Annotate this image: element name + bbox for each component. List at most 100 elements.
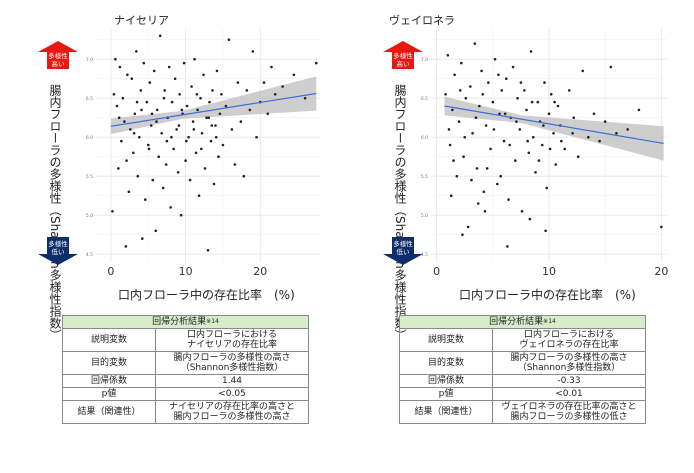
regression-table: 回帰分析結果※14 説明変数 口内フローラにおける ヴェイロネラの存在比率 目的変数腸…: [399, 315, 646, 424]
scatter-plot: 4.5 5.0 5.5 6.0 6.5 7.0 0 10 20: [421, 28, 668, 278]
data-point: [142, 61, 146, 65]
data-point: [528, 217, 532, 221]
data-point: [563, 147, 567, 151]
data-point: [466, 225, 470, 229]
table-row: 説明変数 口内フローラにおける ナイセリアの存在比率: [62, 328, 309, 352]
data-point: [526, 139, 529, 143]
data-point: [127, 190, 131, 194]
data-point: [536, 100, 540, 104]
regression-table: 回帰分析結果※14 説明変数 口内フローラにおける ナイセリアの存在比率 目的変数 腸内…: [62, 315, 309, 424]
data-point: [203, 167, 207, 170]
data-point: [123, 120, 126, 123]
data-point: [176, 171, 180, 174]
data-point: [485, 167, 489, 170]
data-point: [545, 186, 549, 190]
y-tick-label: 5.0: [421, 213, 428, 219]
data-point: [125, 159, 128, 162]
table-value-line: 腸内フローラの多様性の高さ: [173, 353, 291, 363]
data-point: [112, 93, 116, 96]
table-header-row: 回帰分析結果※14: [62, 315, 309, 329]
data-point: [460, 61, 463, 65]
data-point: [473, 42, 477, 45]
data-point: [451, 108, 454, 112]
data-point: [506, 245, 509, 248]
data-point: [560, 139, 563, 143]
data-point: [592, 112, 596, 116]
data-point: [248, 108, 252, 112]
data-point: [111, 210, 114, 213]
data-point: [447, 128, 451, 131]
data-point: [314, 61, 318, 65]
data-point: [576, 155, 580, 158]
data-point: [255, 135, 258, 139]
data-point: [150, 112, 154, 116]
table-key-cell: 目的変数: [399, 351, 493, 375]
data-point: [499, 174, 502, 178]
data-point: [475, 167, 479, 170]
y-tick-label: 6.0: [421, 135, 428, 141]
table-value-cell: <0.05: [155, 387, 309, 401]
x-tick-label: 10: [179, 265, 193, 278]
data-point: [503, 112, 507, 116]
arrow-down-label: 多様性 低い: [393, 240, 413, 256]
data-point: [480, 69, 483, 73]
data-point: [167, 65, 171, 69]
data-point: [185, 104, 189, 108]
data-point: [483, 210, 487, 213]
data-point: [170, 100, 174, 104]
data-point: [548, 147, 552, 151]
data-point: [139, 89, 143, 92]
table-value-cell: 1.44: [155, 374, 309, 388]
data-point: [172, 147, 175, 151]
data-point: [266, 112, 270, 116]
data-point: [175, 128, 178, 131]
y-tick-label: 5.5: [421, 174, 428, 180]
data-point: [487, 81, 490, 84]
arrow-down-icon: [383, 237, 423, 265]
data-point: [118, 65, 122, 69]
data-point: [303, 96, 307, 100]
data-point: [190, 85, 193, 88]
data-point: [270, 65, 273, 69]
data-point: [537, 159, 541, 162]
table-value-cell: ナイセリアの存在比率の高さと 腸内フローラの多様性の高さ: [155, 400, 309, 424]
data-point: [534, 171, 537, 174]
data-point: [147, 147, 151, 151]
data-point: [117, 167, 120, 170]
data-point: [236, 81, 240, 84]
table-row: 説明変数 口内フローラにおける ヴェイロネラの存在比率: [399, 328, 646, 352]
data-point: [165, 139, 169, 143]
y-tick-label: 4.5: [86, 252, 93, 258]
data-point: [544, 229, 547, 233]
table-key-cell: 回帰係数: [399, 374, 493, 388]
table-value-line: 腸内フローラの多様性の高さ: [173, 412, 291, 422]
data-point: [164, 163, 168, 166]
data-point: [281, 85, 284, 88]
data-point: [206, 249, 210, 252]
data-point: [155, 120, 158, 123]
data-point: [492, 128, 496, 131]
data-point: [502, 139, 506, 143]
data-point: [469, 85, 472, 88]
table-key-cell: p値: [399, 387, 493, 401]
data-point: [508, 143, 511, 147]
data-point: [138, 135, 141, 139]
data-point: [660, 225, 663, 229]
data-point: [515, 120, 518, 123]
data-point: [609, 65, 613, 69]
data-point: [212, 182, 216, 186]
data-point: [143, 198, 147, 201]
data-point: [598, 139, 601, 143]
data-point: [496, 182, 499, 186]
data-point: [224, 104, 228, 108]
data-point: [182, 61, 186, 65]
data-point: [115, 104, 119, 108]
table-value-line: ヴェイロネラの存在比率の高さと: [501, 402, 637, 412]
table-value-line: 腸内フローラの多様性の高さ: [510, 353, 628, 363]
table-key-cell: 結果（関連性）: [62, 400, 156, 424]
table-value-cell: <0.01: [492, 387, 646, 401]
data-point: [140, 237, 144, 240]
data-point: [117, 116, 121, 119]
data-point: [245, 89, 249, 92]
table-key-cell: 説明変数: [399, 328, 493, 352]
